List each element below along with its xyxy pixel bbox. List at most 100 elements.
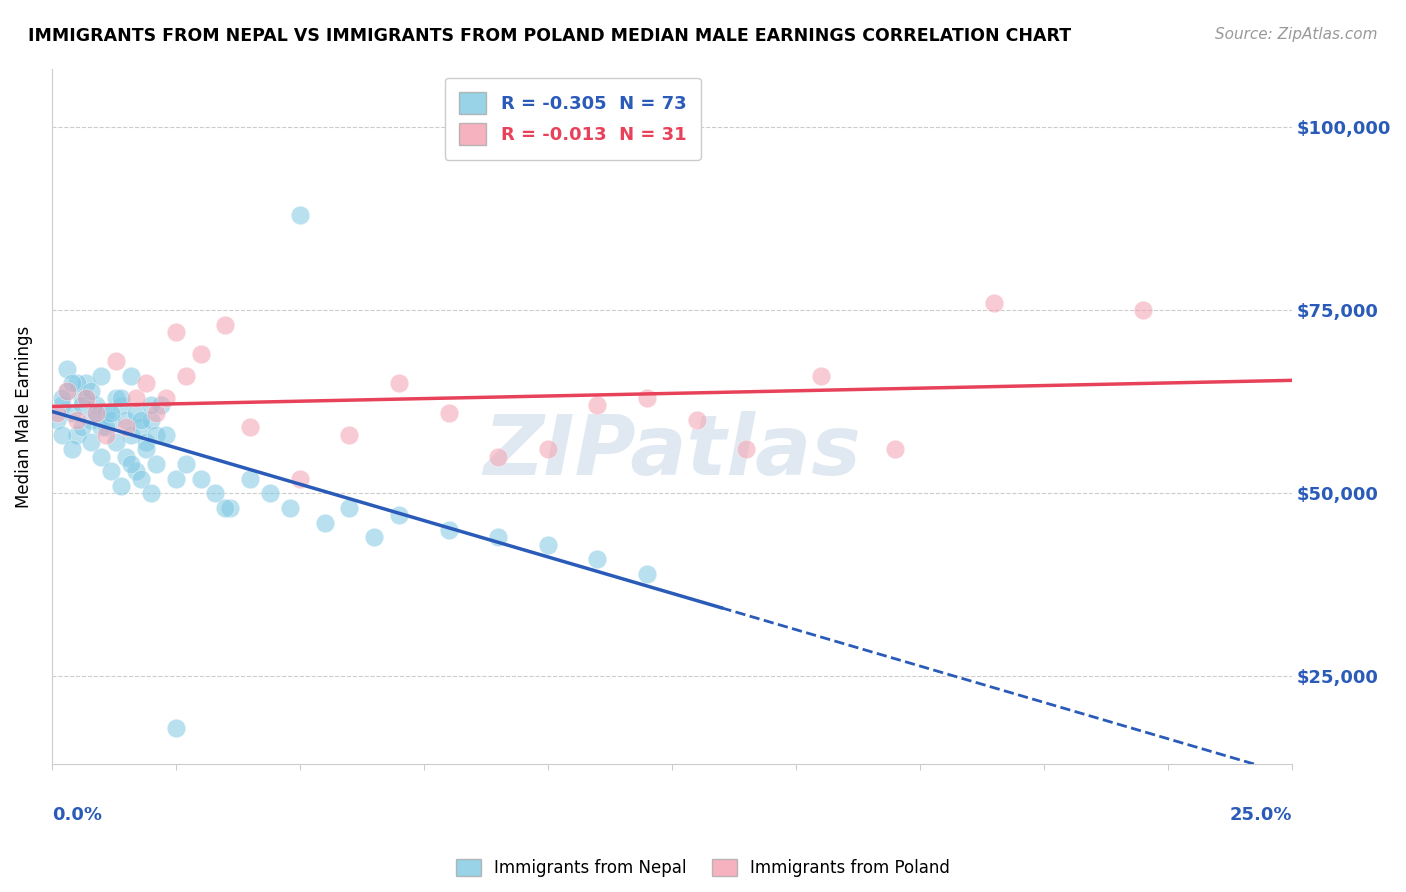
Point [135,435,157,450]
Point [165,325,187,339]
Point [120,457,142,471]
Point [51,427,73,442]
Point [86,398,108,412]
Point [239,472,262,486]
Point [165,721,187,735]
Point [65,376,87,391]
Point [388,508,411,523]
Point [735,442,758,457]
Point [1132,303,1154,318]
Point [90,420,112,434]
Point [90,450,112,464]
Point [486,530,509,544]
Point [337,500,360,515]
Point [110,391,132,405]
Point [55,361,77,376]
Point [60,442,83,457]
Point [437,523,460,537]
Point [190,347,212,361]
Point [110,479,132,493]
Point [636,566,658,581]
Point [685,413,707,427]
Point [96,406,118,420]
Point [214,318,236,332]
Point [125,464,148,478]
Point [76,391,98,405]
Point [55,384,77,398]
Point [105,354,128,368]
Point [337,427,360,442]
Point [363,530,385,544]
Point [55,384,77,398]
Point [76,376,98,391]
Point [149,398,172,412]
Point [45,406,67,420]
Point [190,472,212,486]
Point [139,398,162,412]
Point [105,391,128,405]
Point [70,391,93,405]
Point [437,406,460,420]
Point [174,369,197,384]
Point [278,500,301,515]
Text: 0.0%: 0.0% [52,806,101,824]
Point [537,442,560,457]
Point [204,486,226,500]
Point [100,413,122,427]
Point [129,472,152,486]
Point [219,500,242,515]
Point [70,398,93,412]
Point [135,376,157,391]
Legend: Immigrants from Nepal, Immigrants from Poland: Immigrants from Nepal, Immigrants from P… [450,852,956,884]
Point [115,450,138,464]
Point [65,413,87,427]
Point [105,435,128,450]
Point [314,516,336,530]
Point [129,413,152,427]
Point [145,457,167,471]
Point [51,398,73,412]
Text: Source: ZipAtlas.com: Source: ZipAtlas.com [1215,27,1378,42]
Point [288,472,311,486]
Point [120,369,142,384]
Point [239,420,262,434]
Point [86,406,108,420]
Point [60,406,83,420]
Point [983,296,1005,310]
Point [80,413,103,427]
Point [90,369,112,384]
Point [586,552,609,566]
Point [80,435,103,450]
Point [155,427,177,442]
Point [135,442,157,457]
Point [76,391,98,405]
Point [810,369,832,384]
Point [884,442,907,457]
Legend: R = -0.305  N = 73, R = -0.013  N = 31: R = -0.305 N = 73, R = -0.013 N = 31 [444,78,700,160]
Point [115,420,138,434]
Text: IMMIGRANTS FROM NEPAL VS IMMIGRANTS FROM POLAND MEDIAN MALE EARNINGS CORRELATION: IMMIGRANTS FROM NEPAL VS IMMIGRANTS FROM… [28,27,1071,45]
Point [537,537,560,551]
Point [259,486,281,500]
Point [60,376,83,391]
Point [120,427,142,442]
Point [70,420,93,434]
Point [125,391,148,405]
Point [86,406,108,420]
Point [288,208,311,222]
Point [388,376,411,391]
Point [80,384,103,398]
Point [51,391,73,405]
Point [139,486,162,500]
Point [45,413,67,427]
Y-axis label: Median Male Earnings: Median Male Earnings [15,326,32,508]
Point [586,398,609,412]
Point [165,472,187,486]
Point [174,457,197,471]
Point [115,413,138,427]
Point [65,427,87,442]
Text: 25.0%: 25.0% [1229,806,1292,824]
Point [139,413,162,427]
Point [155,391,177,405]
Point [636,391,658,405]
